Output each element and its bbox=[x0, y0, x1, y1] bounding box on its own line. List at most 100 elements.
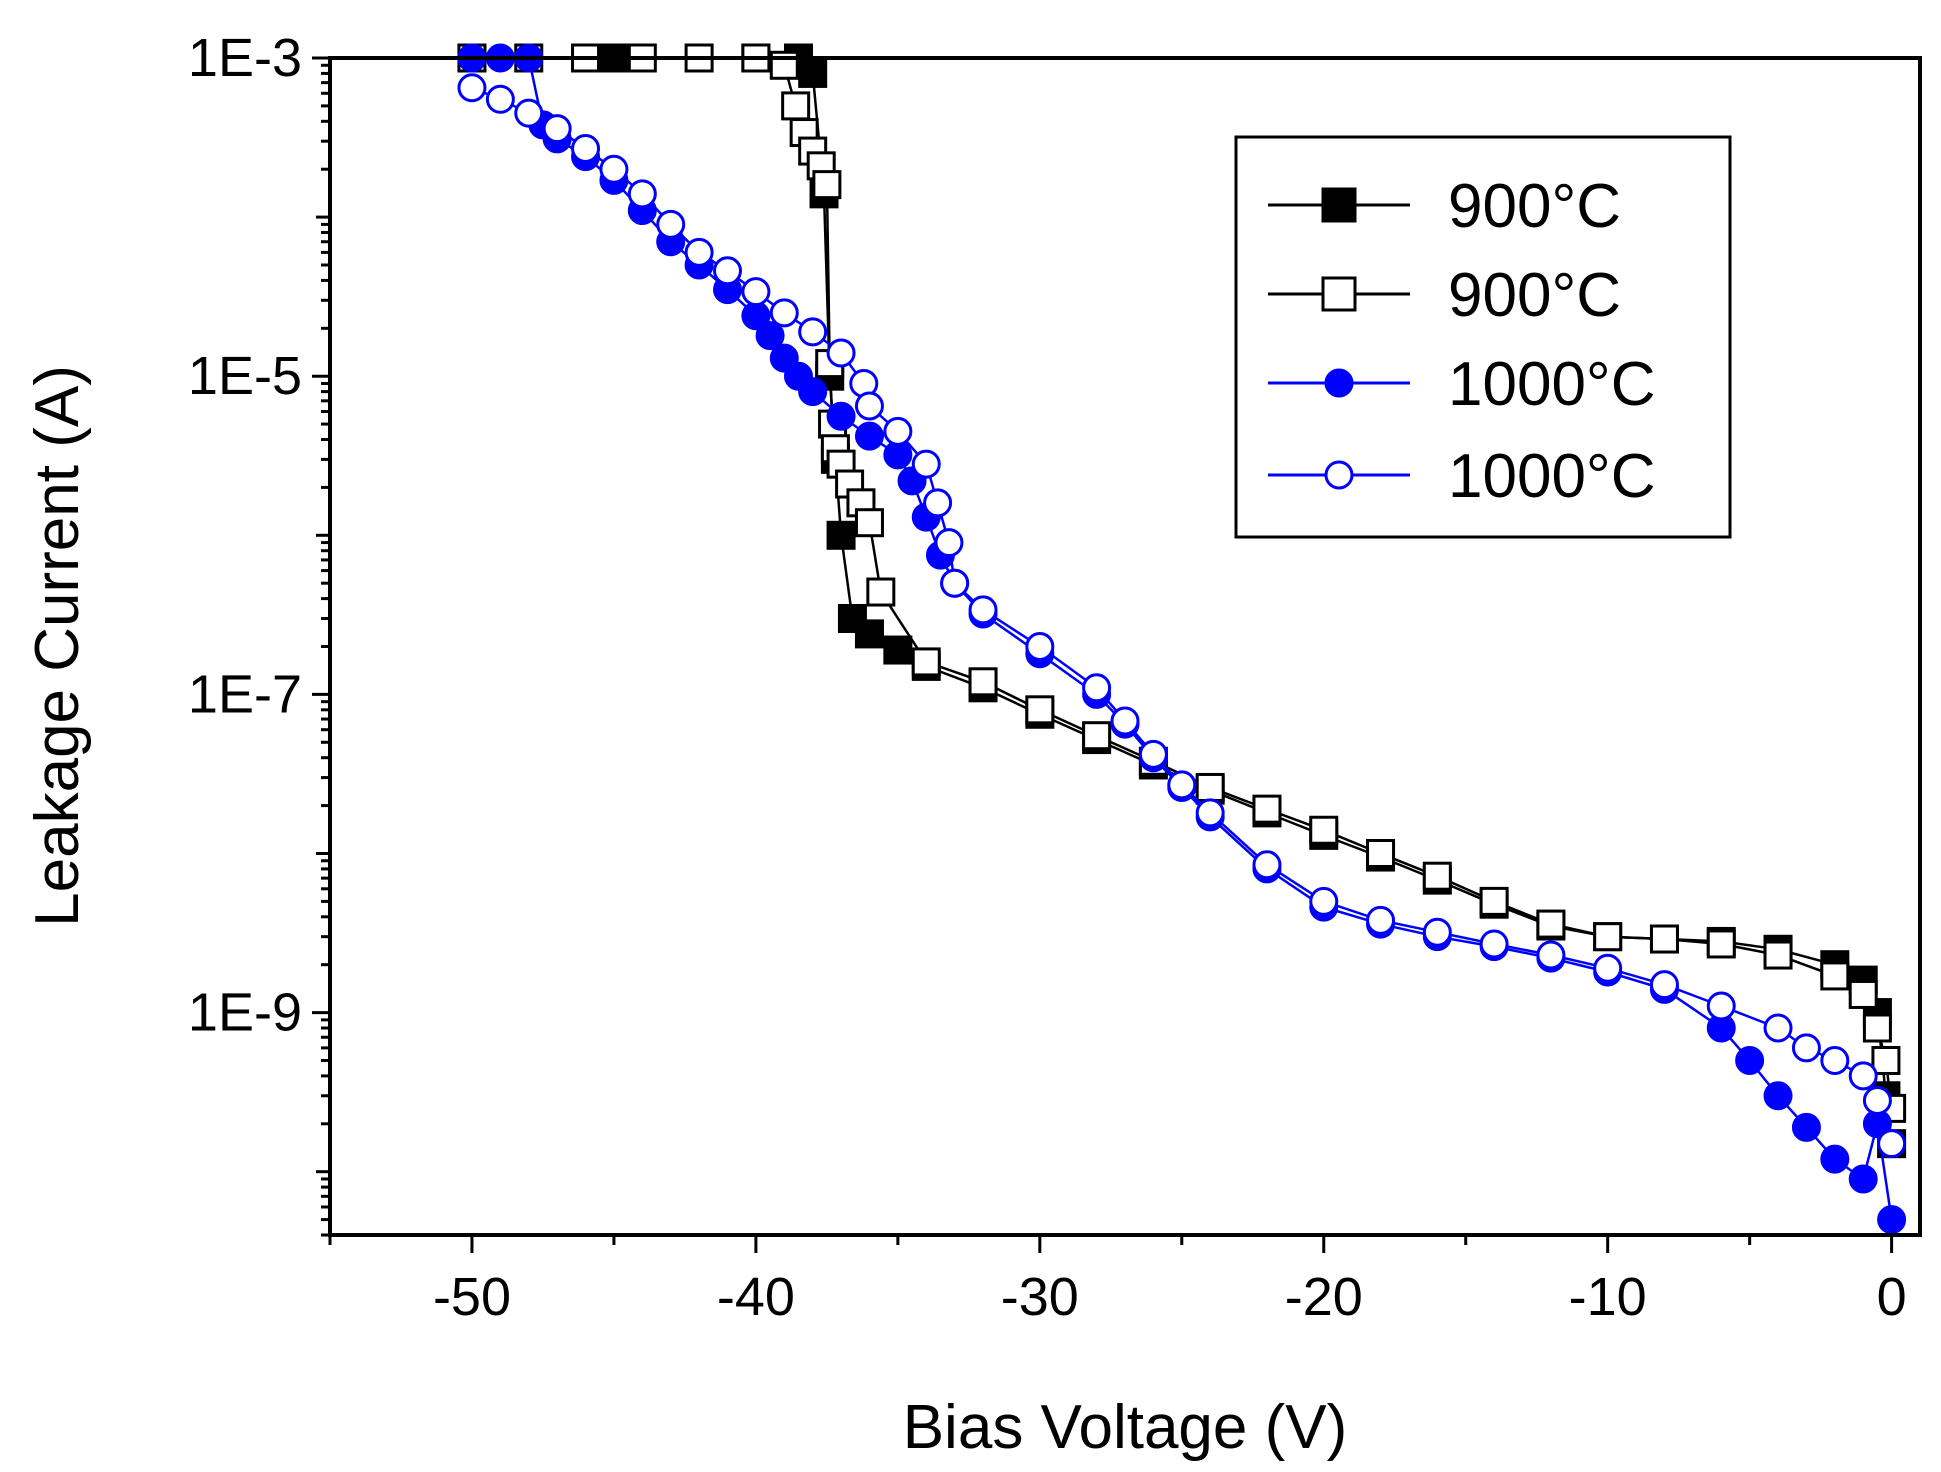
x-axis-title: Bias Voltage (V) bbox=[903, 1393, 1348, 1462]
data-point bbox=[826, 520, 856, 550]
data-point bbox=[1862, 1013, 1892, 1043]
data-point bbox=[968, 595, 998, 625]
data-point bbox=[1820, 961, 1850, 991]
data-point bbox=[1025, 632, 1055, 661]
data-point bbox=[1252, 850, 1282, 880]
x-tick-label: -10 bbox=[1569, 1267, 1647, 1327]
data-point bbox=[457, 73, 487, 103]
legend-label: 900°C bbox=[1448, 261, 1621, 330]
data-point bbox=[571, 133, 601, 163]
data-point bbox=[1082, 721, 1112, 751]
data-point bbox=[1309, 815, 1339, 845]
data-point bbox=[1309, 886, 1339, 916]
y-tick-label: 1E-7 bbox=[188, 664, 302, 724]
data-point bbox=[1195, 798, 1225, 828]
data-point bbox=[684, 237, 714, 267]
data-point bbox=[1820, 1144, 1850, 1174]
data-point bbox=[1877, 1129, 1907, 1159]
legend-marker bbox=[1324, 368, 1354, 398]
data-point bbox=[1763, 940, 1793, 970]
data-point bbox=[713, 256, 742, 286]
data-point bbox=[1791, 1112, 1821, 1142]
data-point bbox=[1877, 1205, 1907, 1235]
data-point bbox=[1422, 861, 1452, 891]
plot-data-layer bbox=[457, 43, 1907, 1235]
data-point bbox=[968, 667, 998, 697]
data-point bbox=[883, 635, 913, 665]
x-tick-label: -30 bbox=[1001, 1267, 1079, 1327]
data-point bbox=[1706, 929, 1736, 959]
data-point bbox=[1082, 673, 1112, 703]
data-point bbox=[1791, 1033, 1821, 1063]
x-tick-label: -40 bbox=[717, 1267, 795, 1327]
data-point bbox=[1763, 1013, 1793, 1043]
data-point bbox=[1479, 886, 1509, 916]
data-point bbox=[485, 84, 515, 114]
data-point bbox=[1862, 1086, 1892, 1116]
legend-marker bbox=[1324, 460, 1354, 490]
data-point bbox=[1025, 695, 1055, 725]
data-point bbox=[1848, 979, 1878, 1009]
data-point bbox=[755, 321, 785, 351]
data-point bbox=[1252, 794, 1282, 824]
data-point bbox=[1110, 706, 1140, 736]
data-point bbox=[1649, 924, 1679, 954]
data-point bbox=[934, 528, 964, 558]
data-point bbox=[1848, 1164, 1878, 1194]
data-point bbox=[1735, 1045, 1765, 1075]
data-point bbox=[1706, 991, 1736, 1021]
data-point bbox=[854, 619, 884, 649]
data-point bbox=[1536, 940, 1566, 970]
data-point bbox=[798, 317, 828, 347]
x-tick-label: -50 bbox=[433, 1267, 511, 1327]
data-point bbox=[854, 391, 884, 421]
data-point bbox=[1536, 909, 1566, 939]
legend-label: 1000°C bbox=[1448, 442, 1656, 511]
data-point bbox=[911, 647, 941, 677]
data-point bbox=[1593, 922, 1623, 952]
data-point bbox=[826, 401, 856, 431]
data-point bbox=[883, 416, 913, 446]
data-point bbox=[542, 114, 572, 144]
data-point bbox=[1763, 1081, 1793, 1111]
data-point bbox=[854, 508, 884, 538]
data-point bbox=[514, 98, 544, 128]
data-point bbox=[1871, 1045, 1901, 1075]
data-point bbox=[826, 338, 856, 368]
data-point bbox=[1649, 970, 1679, 1000]
data-point bbox=[741, 277, 771, 307]
y-tick-label: 1E-9 bbox=[188, 983, 302, 1043]
data-point bbox=[656, 209, 686, 239]
data-point bbox=[1366, 838, 1396, 868]
y-tick-label: 1E-3 bbox=[188, 28, 302, 88]
data-point bbox=[1593, 953, 1623, 983]
data-point bbox=[798, 377, 828, 407]
data-point bbox=[940, 568, 970, 598]
data-point bbox=[1422, 917, 1452, 947]
data-point bbox=[866, 577, 896, 607]
data-point bbox=[769, 298, 799, 328]
axes-layer: -50 -40 -30 -20 -10 0 1E-3 1E-5 1E-7 1E-9 bbox=[188, 28, 1907, 1327]
data-point bbox=[1479, 929, 1509, 959]
y-tick-label: 1E-5 bbox=[188, 346, 302, 406]
data-point bbox=[923, 488, 953, 518]
data-point bbox=[911, 449, 941, 479]
data-point bbox=[599, 154, 629, 184]
data-point bbox=[812, 170, 842, 200]
x-tick-label: -20 bbox=[1285, 1267, 1363, 1327]
legend: 900°C 900°C 1000°C 1000°C bbox=[1234, 135, 1732, 539]
x-tick-label: 0 bbox=[1877, 1267, 1907, 1327]
y-axis-title: Leakage Current (A) bbox=[23, 365, 92, 927]
legend-label: 900°C bbox=[1448, 172, 1621, 241]
legend-label: 1000°C bbox=[1448, 350, 1656, 419]
data-point bbox=[854, 421, 884, 451]
data-point bbox=[1138, 739, 1168, 769]
legend-marker bbox=[1321, 187, 1357, 223]
data-point bbox=[1366, 905, 1396, 935]
data-point bbox=[1167, 770, 1197, 800]
data-point bbox=[781, 91, 811, 121]
data-point bbox=[798, 58, 828, 88]
series-4 bbox=[457, 73, 1907, 1159]
